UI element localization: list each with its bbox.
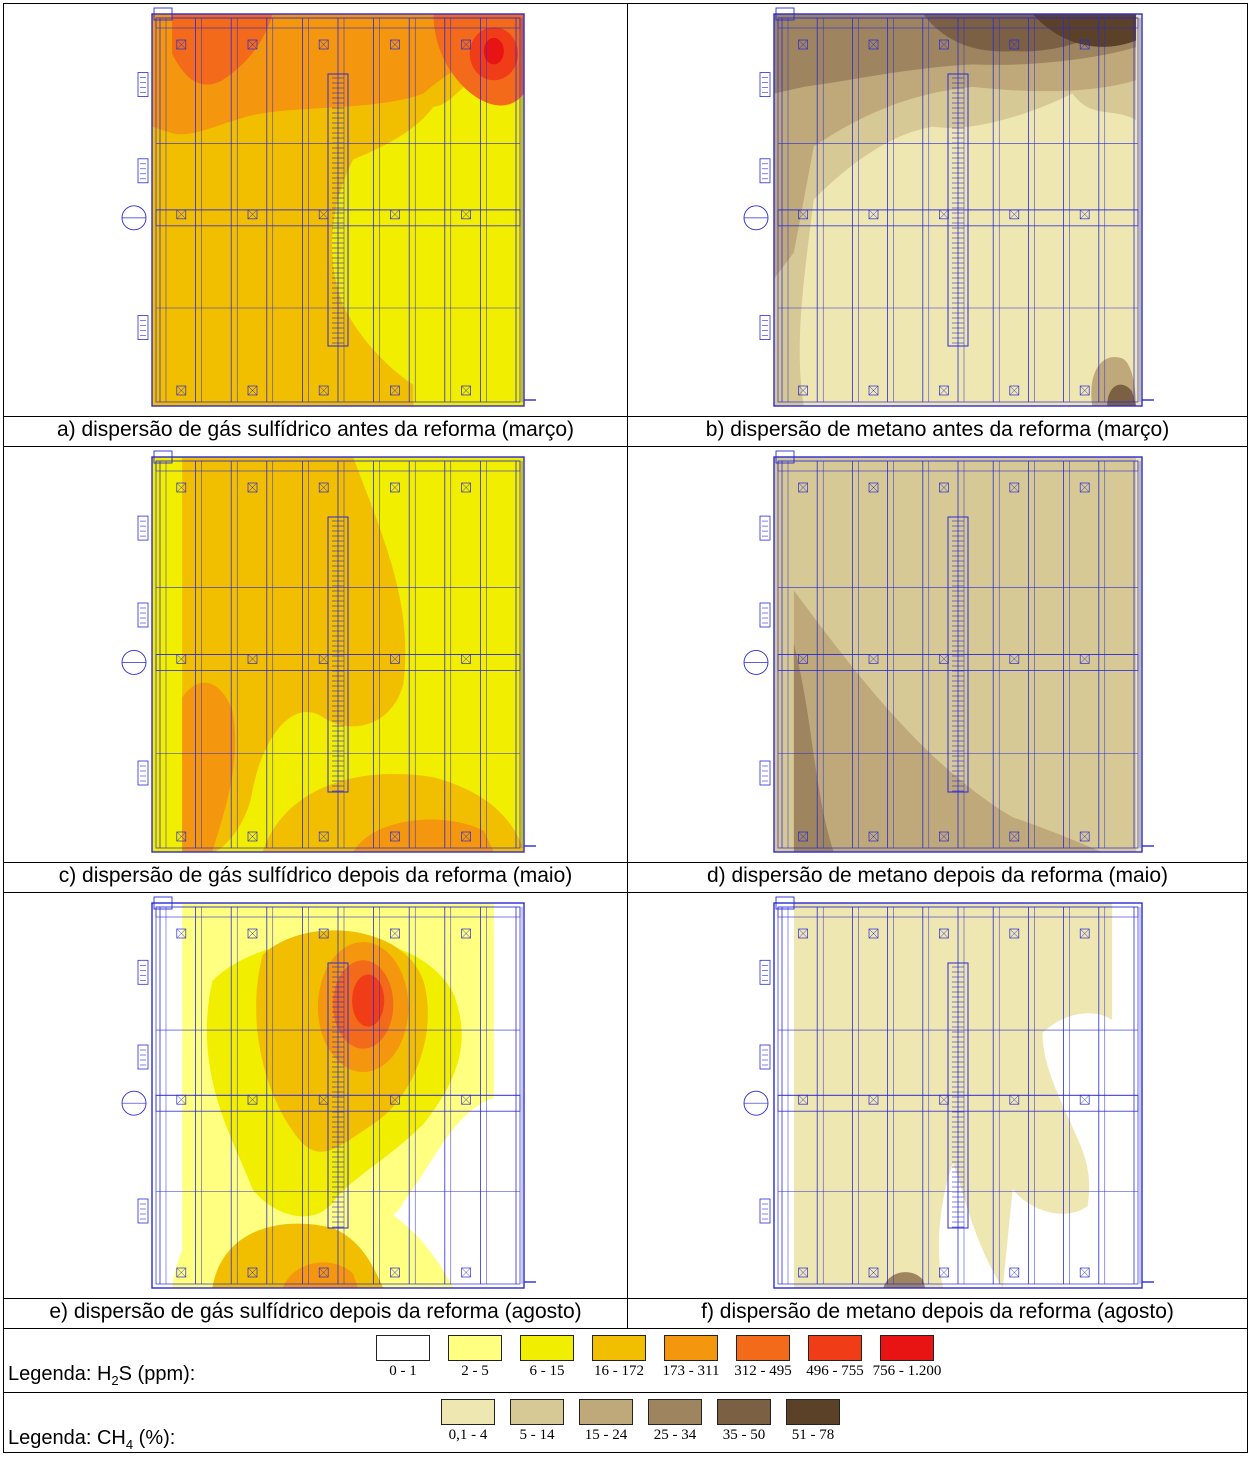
plume-contour [774,14,1137,279]
legend-ch4-swatch [786,1399,840,1425]
plume-contour [1107,384,1137,406]
legend-ch4-range-label: 15 - 24 [584,1427,628,1443]
legend-h2s-swatch [592,1335,646,1361]
panel-c-caption: c) dispersão de gás sulfídrico depois da… [3,862,628,893]
panel-d-caption: d) dispersão de metano depois da reforma… [627,862,1248,893]
legend-h2s-swatch [664,1335,718,1361]
legend-ch4-range-label: 5 - 14 [519,1427,555,1443]
legend-h2s-swatch [736,1335,790,1361]
legend-ch4-swatch [579,1399,633,1425]
legend-h2s-range-label: 312 - 495 [734,1363,792,1379]
legend-h2s-swatch [880,1335,934,1361]
plume-contour [1042,1019,1113,1288]
panel-a-caption: a) dispersão de gás sulfídrico antes da … [3,416,628,447]
plume-contour [172,14,273,85]
plume-contour [352,974,385,1027]
plume-contour [793,590,1103,852]
legend-ch4: Legenda: CH4 (%): 0,1 - 4 5 - 14 15 - 24 25… [3,1392,1248,1453]
legend-ch4-range-label: 51 - 78 [791,1427,835,1443]
panel-a-map [3,3,628,417]
legend-h2s-range-label: 496 - 755 [806,1363,864,1379]
legend-h2s-range-label: 16 - 172 [594,1363,644,1379]
legend-ch4-range-label: 0,1 - 4 [448,1427,488,1443]
panel-e-map [3,892,628,1299]
plume-contour [282,1262,359,1288]
panel-d-map [627,446,1248,863]
floor-plan-a [121,7,536,407]
legend-ch4-range-label: 35 - 50 [722,1427,766,1443]
legend-h2s-label: Legenda: H2S (ppm): [8,1363,196,1388]
panel-f-map [627,892,1248,1299]
legend-h2s-swatch [808,1335,862,1361]
legend-ch4-label: Legenda: CH4 (%): [8,1427,176,1452]
legend-ch4-range-label: 25 - 34 [653,1427,697,1443]
figure-table: a) dispersão de gás sulfídrico antes da … [3,3,1248,1453]
legend-h2s-swatch [376,1335,430,1361]
plume-contour [483,37,504,65]
legend-h2s-swatch [520,1335,574,1361]
panel-b-caption: b) dispersão de metano antes da reforma … [627,416,1248,447]
plume-contour [938,1163,1003,1288]
legend-h2s-range-label: 756 - 1.200 [872,1363,942,1379]
panel-f-caption: f) dispersão de metano depois da reforma… [627,1298,1248,1329]
legend-ch4-swatch [441,1399,495,1425]
floor-plan-e [121,896,536,1289]
legend-ch4-swatch [648,1399,702,1425]
floor-plan-d [743,450,1154,853]
legend-h2s-range-label: 2 - 5 [461,1363,489,1379]
plume-contour [1032,14,1137,47]
plume-contour [353,819,494,852]
panel-e-caption: e) dispersão de gás sulfídrico depois da… [3,1298,628,1329]
legend-h2s-range-label: 0 - 1 [389,1363,417,1379]
plume-contour [793,643,834,852]
legend-h2s: Legenda: H2S (ppm): 0 - 1 2 - 5 6 - 15 16 -… [3,1328,1248,1393]
legend-h2s-swatch [448,1335,502,1361]
legend-h2s-range-label: 6 - 15 [529,1363,565,1379]
panel-c-map [3,446,628,863]
panel-b-map [627,3,1248,417]
floor-plan-b [743,7,1154,407]
legend-h2s-range-label: 173 - 311 [662,1363,720,1379]
legend-ch4-swatch [510,1399,564,1425]
floor-plan-c [121,450,536,853]
floor-plan-f [743,896,1154,1289]
legend-ch4-swatch [717,1399,771,1425]
